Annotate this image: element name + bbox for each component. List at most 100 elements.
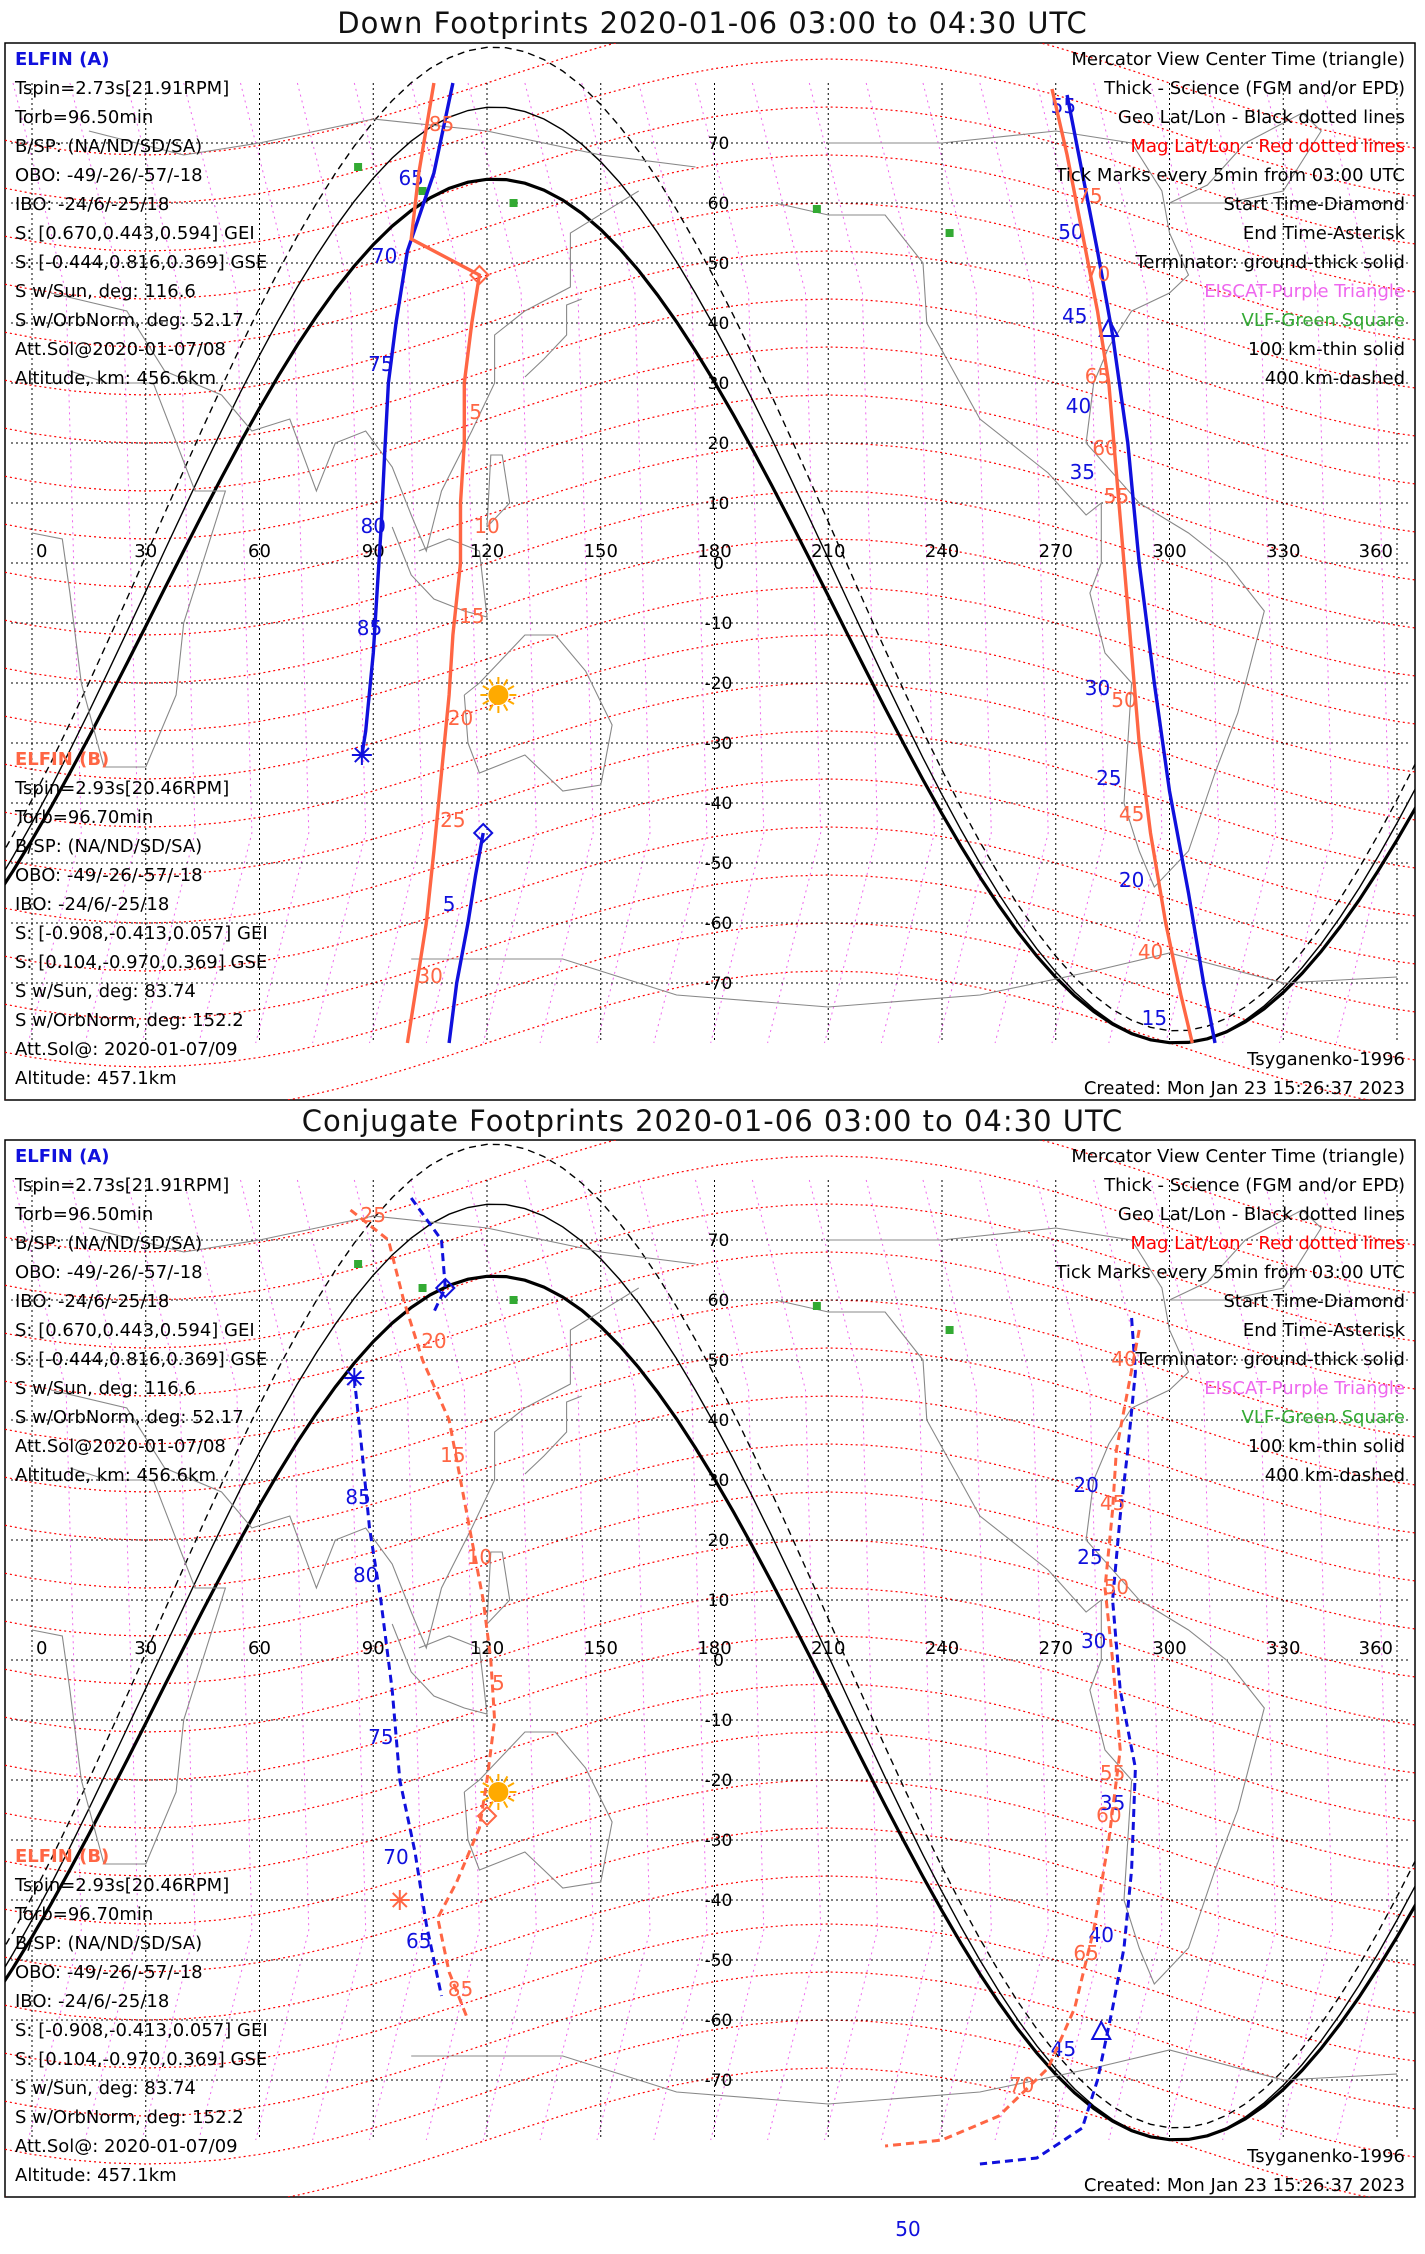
sun-ray bbox=[507, 1796, 515, 1802]
elfin-b-param: Att.Sol@: 2020-01-07/09 bbox=[15, 1039, 238, 1060]
sun-ray bbox=[503, 1801, 509, 1809]
coastline bbox=[31, 370, 227, 768]
lon-tick-label: 60 bbox=[248, 541, 271, 562]
elfin-b-param: Torb=96.70min bbox=[14, 1904, 153, 1925]
mag-lon-line bbox=[183, 82, 253, 1044]
elfin-b-param: Altitude: 457.1km bbox=[15, 1068, 177, 1089]
track-time-label: 15 bbox=[459, 604, 484, 628]
mag-lat-line bbox=[5, 106, 1415, 252]
lon-tick-label: 120 bbox=[470, 1638, 504, 1659]
vlf-station bbox=[354, 1260, 363, 1268]
track-time-label: 65 bbox=[1073, 1941, 1098, 1965]
track-time-label: 60 bbox=[1092, 436, 1117, 460]
track-time-label: 50 bbox=[1104, 1575, 1129, 1599]
elfin-b-param: B/SP: (NA/ND/SD/SA) bbox=[15, 836, 202, 857]
mag-lon-line bbox=[183, 1179, 253, 2141]
start-diamond bbox=[472, 822, 494, 844]
map-frame bbox=[4, 1139, 1416, 2198]
track-time-label: 80 bbox=[353, 1563, 378, 1587]
footer-text: Tsyganenko-1996 bbox=[1246, 2146, 1405, 2167]
legend-entry: 400 km-dashed bbox=[1265, 1465, 1405, 1486]
footer-text: Created: Mon Jan 23 15:26:37 2023 bbox=[1084, 2175, 1405, 2196]
center-triangle bbox=[1098, 316, 1120, 337]
legend-entry: Start Time-Diamond bbox=[1223, 194, 1405, 215]
elfin-a-param: Tspin=2.73s[21.91RPM] bbox=[14, 1175, 229, 1196]
legend-entry: Thick - Science (FGM and/or EPD) bbox=[1103, 78, 1405, 99]
track-time-label: 75 bbox=[1077, 184, 1102, 208]
lon-tick-label: 270 bbox=[1039, 1638, 1073, 1659]
center-triangle bbox=[1090, 2019, 1112, 2040]
lon-tick-label: 180 bbox=[697, 541, 731, 562]
vlf-station bbox=[945, 1326, 954, 1334]
legend-entry: Mag Lat/Lon - Red dotted lines bbox=[1130, 1233, 1405, 1254]
elfin-a-param: Torb=96.50min bbox=[14, 1204, 153, 1225]
track-time-label: 40 bbox=[1111, 1347, 1136, 1371]
mag-lat-line bbox=[5, 1683, 1415, 1829]
lat-tick-label: 20 bbox=[708, 1531, 730, 1551]
conjugate-footprints-panel: 0 30 60 90 120 150 180 210 240 270 300 330 360706050… bbox=[4, 1139, 1416, 2198]
mag-lon-line bbox=[296, 82, 367, 1044]
legend-entry: Tick Marks every 5min from 03:00 UTC bbox=[1054, 165, 1405, 186]
track-time-label: 70 bbox=[372, 244, 397, 268]
mag-lat-line bbox=[5, 1251, 1415, 1397]
mag-lat-line bbox=[5, 346, 1415, 492]
mag-lat-line bbox=[5, 490, 1415, 636]
start-diamond bbox=[469, 264, 490, 286]
lat-tick-label: -40 bbox=[705, 1891, 733, 1911]
lat-tick-label: 10 bbox=[708, 494, 730, 514]
mag-lat-line bbox=[5, 2067, 1372, 2197]
panel-2-title: Conjugate Footprints 2020-01-06 03:00 to… bbox=[301, 1104, 1124, 1138]
mag-lon-line bbox=[638, 82, 708, 1044]
sun-ray bbox=[507, 699, 515, 705]
mag-lon-line bbox=[1206, 82, 1277, 1044]
elfin-a-heading: ELFIN (A) bbox=[15, 1146, 109, 1167]
end-asterisk bbox=[392, 1892, 408, 1908]
track-time-label: 55 bbox=[1100, 1761, 1125, 1785]
elfin-a-param: S w/Sun, deg: 116.6 bbox=[15, 1378, 196, 1399]
lon-tick-label: 0 bbox=[36, 541, 47, 562]
lat-tick-label: -70 bbox=[705, 2071, 733, 2091]
legend-entry: Geo Lat/Lon - Black dotted lines bbox=[1118, 1204, 1405, 1225]
sun-ray bbox=[482, 685, 490, 691]
mag-lat-line bbox=[5, 874, 1415, 1020]
track-time-label: 40 bbox=[1138, 940, 1163, 964]
mag-lon-line bbox=[353, 82, 424, 1044]
mag-lat-line bbox=[5, 1875, 1415, 2021]
mag-lat-line bbox=[5, 202, 1415, 348]
coastline bbox=[391, 1623, 488, 1715]
start-diamond bbox=[434, 1277, 456, 1299]
track-time-label: 20 bbox=[448, 706, 473, 730]
mag-lon-line bbox=[1263, 1179, 1334, 2141]
footprint-track bbox=[352, 1377, 443, 1997]
start-diamond bbox=[476, 1805, 498, 1827]
mag-lon-line bbox=[922, 82, 992, 1044]
mag-lon-line bbox=[12, 1179, 82, 2141]
lat-tick-label: -60 bbox=[705, 2011, 733, 2031]
map-content: 0 30 60 90 120 150 180 210 240 270 300 330 360706050… bbox=[5, 43, 1415, 1100]
mag-lat-line bbox=[5, 1347, 1415, 1493]
lat-tick-label: -20 bbox=[705, 674, 733, 694]
mag-lon-line bbox=[922, 1179, 992, 2141]
track-time-label: 70 bbox=[1085, 262, 1110, 286]
footer-text: Tsyganenko-1996 bbox=[1246, 1049, 1405, 1070]
lat-tick-label: 70 bbox=[708, 1231, 730, 1251]
mag-lat-line bbox=[5, 778, 1415, 924]
lat-tick-label: 30 bbox=[708, 374, 730, 394]
mag-lon-line bbox=[808, 82, 879, 1044]
legend-entry: End Time-Asterisk bbox=[1243, 223, 1406, 244]
sun-ray bbox=[507, 1782, 515, 1788]
mag-lon-line bbox=[1093, 1179, 1163, 2141]
mag-lon-line bbox=[69, 82, 139, 1044]
mag-lat-line bbox=[5, 922, 1415, 1068]
footprint-track bbox=[1050, 88, 1194, 1044]
coastline bbox=[775, 130, 1265, 888]
lat-tick-label: 20 bbox=[708, 434, 730, 454]
elfin-b-param: Tspin=2.93s[20.46RPM] bbox=[14, 1875, 229, 1896]
track-time-label: 25 bbox=[1077, 1545, 1102, 1569]
lat-tick-label: -20 bbox=[705, 1771, 733, 1791]
lon-tick-label: 270 bbox=[1039, 541, 1073, 562]
elfin-b-param: Tspin=2.93s[20.46RPM] bbox=[14, 778, 229, 799]
mag-lon-line bbox=[1093, 82, 1163, 1044]
mag-lat-line bbox=[5, 250, 1415, 396]
footprint-track bbox=[349, 1208, 497, 2021]
